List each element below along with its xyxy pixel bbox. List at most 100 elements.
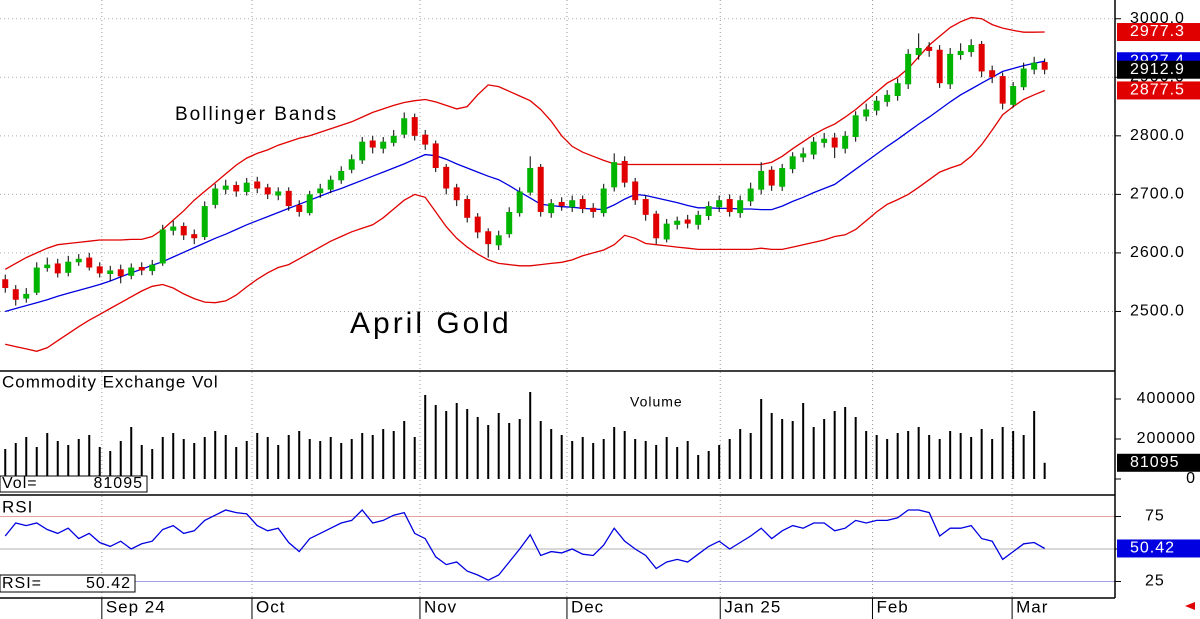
- value-tag: [1117, 60, 1200, 79]
- volume-bar: [623, 431, 626, 479]
- value-tag: [1117, 23, 1200, 42]
- y-tick-label: 25: [1145, 573, 1165, 590]
- y-tick-label: 200000: [1137, 430, 1196, 447]
- candle-body: [737, 200, 744, 214]
- candle-body: [884, 94, 891, 102]
- volume-bar: [844, 407, 847, 479]
- candle-body: [621, 160, 628, 183]
- candle-body: [1041, 62, 1048, 70]
- volume-bar: [371, 435, 374, 479]
- volume-bar: [340, 443, 343, 479]
- volume-bar: [644, 441, 647, 479]
- volume-bar: [203, 437, 206, 479]
- volume-bar: [938, 439, 941, 479]
- candle-body: [495, 235, 502, 246]
- candle-body: [779, 168, 786, 187]
- readout-box: [0, 475, 148, 493]
- readout-box: [0, 574, 136, 593]
- volume-bar: [235, 447, 238, 479]
- candle-body: [33, 267, 40, 293]
- value-tag: [1117, 539, 1200, 558]
- volume-bar: [445, 411, 448, 479]
- candle-body: [516, 191, 523, 214]
- candle-body: [128, 267, 135, 276]
- volume-bar: [25, 437, 28, 479]
- volume-bar: [256, 433, 259, 479]
- volume-bar: [67, 445, 70, 479]
- value-tag-label: 50.42: [1130, 540, 1175, 557]
- value-tag-label: 2912.9: [1130, 61, 1185, 78]
- candle-body: [453, 187, 460, 201]
- y-tick-label: 2600.0: [1130, 244, 1185, 261]
- candle-body: [800, 153, 807, 158]
- volume-bar: [434, 405, 437, 479]
- volume-bar: [287, 435, 290, 479]
- volume-bar: [697, 455, 700, 479]
- volume-bar: [581, 437, 584, 479]
- candle-body: [306, 194, 313, 214]
- bollinger-band: [4, 16, 1045, 270]
- candle-body: [642, 199, 649, 215]
- volume-bar: [875, 435, 878, 479]
- candle-body: [926, 46, 933, 51]
- readout-label: RSI=: [2, 575, 42, 592]
- volume-bar: [266, 437, 269, 479]
- volume-bar: [35, 447, 38, 479]
- candle-body: [380, 141, 387, 149]
- volume-bar: [991, 439, 994, 479]
- x-tick-label: Sep 24: [106, 597, 166, 616]
- volume-bar: [518, 419, 521, 479]
- candle-body: [632, 181, 639, 201]
- candle-body: [968, 45, 975, 53]
- scroll-arrow[interactable]: [1185, 602, 1195, 610]
- value-tag-label: 2877.5: [1130, 82, 1185, 99]
- candle-body: [422, 134, 429, 145]
- volume-bar: [508, 423, 511, 479]
- candle-body: [233, 185, 240, 192]
- panel-title: RSI: [2, 497, 33, 516]
- volume-bar: [781, 419, 784, 479]
- volume-bar: [224, 435, 227, 479]
- volume-bar: [98, 447, 101, 479]
- value-tag: [1117, 81, 1200, 100]
- candle-body: [254, 181, 261, 189]
- candle-body: [275, 191, 282, 196]
- rsi-line: [4, 509, 1046, 581]
- volume-bar: [613, 427, 616, 479]
- volume-bar: [413, 437, 416, 479]
- candle-body: [957, 50, 964, 56]
- candle-body: [159, 229, 166, 264]
- candle-body: [1031, 62, 1038, 70]
- volume-bar: [949, 431, 952, 479]
- y-tick-label: 0: [1186, 470, 1196, 487]
- x-tick-label: Nov: [424, 597, 457, 616]
- volume-bar: [476, 417, 479, 479]
- value-tag-label: 2977.3: [1130, 23, 1185, 40]
- candle-body: [894, 83, 901, 97]
- candle-body: [369, 140, 376, 148]
- candle-body: [999, 76, 1006, 104]
- volume-bar: [14, 443, 17, 479]
- volume-bar: [560, 435, 563, 479]
- candle-body: [12, 289, 19, 300]
- candle-body: [1020, 68, 1027, 88]
- candle-body: [768, 169, 775, 186]
- chart-title: April Gold: [350, 307, 512, 340]
- volume-bar: [749, 433, 752, 479]
- candle-body: [663, 223, 670, 240]
- volume-bar: [88, 435, 91, 479]
- candle-body: [852, 115, 859, 137]
- volume-bar: [130, 427, 133, 479]
- candle-body: [527, 168, 534, 193]
- volume-bar: [676, 447, 679, 479]
- candle-body: [44, 264, 51, 269]
- volume-bar: [886, 439, 889, 479]
- candle-body: [317, 188, 324, 194]
- candle-body: [695, 214, 702, 225]
- volume-bar: [550, 429, 553, 479]
- volume-bar: [466, 409, 469, 479]
- volume-bar: [4, 449, 7, 479]
- candle-body: [905, 53, 912, 85]
- x-tick-label: Dec: [571, 597, 604, 616]
